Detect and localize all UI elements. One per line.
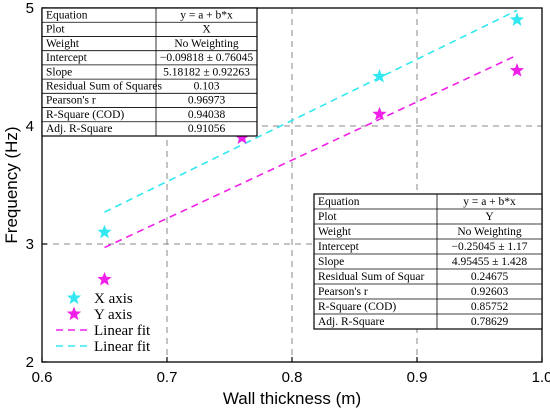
table-row-label: Equation bbox=[46, 9, 88, 21]
data-points bbox=[97, 12, 525, 286]
table-row-value: 0.91056 bbox=[188, 123, 226, 135]
table-row-value: 0.94038 bbox=[188, 109, 226, 121]
table-row-label: Weight bbox=[46, 38, 80, 50]
table-row-label: Residual Sum of Squares bbox=[46, 80, 162, 92]
x-tick-label: 1.0 bbox=[532, 369, 550, 386]
y-axis-title: Frequency (Hz) bbox=[2, 126, 21, 243]
data-point-star bbox=[372, 106, 387, 121]
fit-tables: Equation y = a + b*x Plot X Weight No Weighti… bbox=[41, 7, 543, 330]
legend-label: Linear fit bbox=[94, 339, 151, 355]
legend-star-marker bbox=[66, 306, 82, 321]
table-row-label: Residual Sum of Squar bbox=[318, 271, 425, 283]
x-tick-label: 0.9 bbox=[407, 369, 428, 386]
table-row-label: Plot bbox=[46, 24, 65, 36]
table-row-value: Y bbox=[485, 211, 494, 223]
y-tick-label: 4 bbox=[26, 118, 34, 135]
x-axis-title: Wall thickness (m) bbox=[223, 389, 361, 408]
x-tick-label: 0.8 bbox=[282, 369, 303, 386]
table-row-label: Adj. R-Square bbox=[318, 316, 384, 328]
table-row-value: 0.85752 bbox=[471, 301, 509, 313]
table-row-value: No Weighting bbox=[457, 226, 522, 238]
table-row-value: 0.96973 bbox=[188, 95, 226, 107]
data-point-star bbox=[509, 12, 525, 26]
table-row-label: Equation bbox=[318, 196, 360, 208]
table-row-value: 0.78629 bbox=[471, 316, 509, 328]
table-row-label: Slope bbox=[318, 256, 344, 268]
y-tick-label: 2 bbox=[26, 354, 34, 371]
data-point-star bbox=[372, 68, 387, 83]
table-row-label: Weight bbox=[318, 226, 352, 238]
table-row-value: y = a + b*x bbox=[463, 196, 516, 208]
legend-label: Y axis bbox=[94, 307, 132, 323]
legend-label: Linear fit bbox=[94, 323, 151, 339]
table-frame bbox=[313, 193, 543, 330]
table-row-label: Intercept bbox=[46, 52, 88, 64]
y-tick-label: 3 bbox=[26, 236, 34, 253]
data-point-star bbox=[97, 271, 112, 286]
table-row-value: X bbox=[202, 24, 211, 36]
data-point-star bbox=[234, 130, 250, 144]
x-tick-label: 0.6 bbox=[32, 369, 53, 386]
table-row-value: 4.95455 ± 1.428 bbox=[452, 256, 528, 268]
fit-table: Equation y = a + b*x Plot X Weight No Weighti… bbox=[41, 7, 258, 137]
legend-star-marker bbox=[66, 290, 82, 305]
x-tick-label: 0.7 bbox=[157, 369, 178, 386]
table-row-value: 0.92603 bbox=[471, 286, 509, 298]
table-row-label: Pearson's r bbox=[46, 95, 96, 107]
legend-label: X axis bbox=[94, 291, 133, 307]
table-row-label: Pearson's r bbox=[318, 286, 368, 298]
y-tick-label: 5 bbox=[26, 0, 34, 17]
table-row-value: −0.25045 ± 1.17 bbox=[451, 241, 527, 253]
data-point-star bbox=[509, 63, 525, 77]
table-frame bbox=[41, 7, 258, 137]
fit-line bbox=[104, 54, 518, 249]
fit-lines bbox=[104, 9, 518, 249]
fit-line bbox=[104, 9, 518, 213]
table-row-value: 0.103 bbox=[194, 80, 220, 92]
data-point-star bbox=[97, 224, 112, 239]
table-row-value: y = a + b*x bbox=[180, 9, 233, 21]
fit-table: Equation y = a + b*x Plot Y Weight No Weighti… bbox=[313, 193, 543, 330]
table-row-label: Intercept bbox=[318, 241, 360, 253]
table-row-label: Plot bbox=[318, 211, 337, 223]
table-row-value: No Weighting bbox=[174, 38, 239, 50]
table-row-label: Adj. R-Square bbox=[46, 123, 112, 135]
table-row-label: Slope bbox=[46, 66, 72, 78]
table-row-label: R-Square (COD) bbox=[46, 109, 124, 121]
table-row-value: −0.09818 ± 0.76045 bbox=[160, 52, 254, 64]
axis-ticks: 0.6 0.7 0.8 0.9 1.0 2 3 4 5 bbox=[26, 0, 550, 386]
table-row-value: 0.24675 bbox=[471, 271, 509, 283]
table-row-value: 5.18182 ± 0.92263 bbox=[163, 66, 250, 78]
table-row-label: R-Square (COD) bbox=[318, 301, 396, 313]
